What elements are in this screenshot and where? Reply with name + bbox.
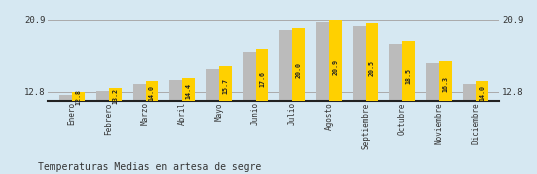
Bar [279, 30, 292, 101]
Text: 17.6: 17.6 [259, 71, 265, 87]
Bar [96, 91, 109, 101]
Text: Temperaturas Medias en artesa de segre: Temperaturas Medias en artesa de segre [38, 162, 261, 172]
Bar [292, 28, 305, 101]
Bar [439, 61, 452, 101]
Text: 20.0: 20.0 [296, 62, 302, 78]
Text: 13.2: 13.2 [112, 88, 118, 104]
Bar [182, 78, 195, 101]
Text: 12.8: 12.8 [76, 89, 82, 105]
Bar [353, 26, 366, 101]
Bar [463, 84, 476, 101]
Text: 14.0: 14.0 [149, 85, 155, 101]
Bar [316, 22, 329, 101]
Text: 14.0: 14.0 [479, 85, 485, 101]
Bar [169, 80, 182, 101]
Bar [146, 81, 158, 101]
Bar [476, 81, 489, 101]
Bar [243, 52, 256, 101]
Bar [329, 19, 342, 101]
Text: 20.9: 20.9 [332, 59, 338, 75]
Bar [206, 69, 219, 101]
Text: 18.5: 18.5 [405, 68, 412, 84]
Bar [133, 84, 146, 101]
Bar [219, 66, 231, 101]
Bar [366, 23, 379, 101]
Bar [389, 44, 402, 101]
Text: 14.4: 14.4 [186, 83, 192, 99]
Text: 20.5: 20.5 [369, 60, 375, 76]
Bar [402, 41, 415, 101]
Bar [59, 95, 72, 101]
Bar [109, 88, 122, 101]
Text: 15.7: 15.7 [222, 78, 228, 94]
Text: 16.3: 16.3 [442, 76, 448, 92]
Bar [72, 92, 85, 101]
Bar [256, 49, 268, 101]
Bar [426, 63, 439, 101]
